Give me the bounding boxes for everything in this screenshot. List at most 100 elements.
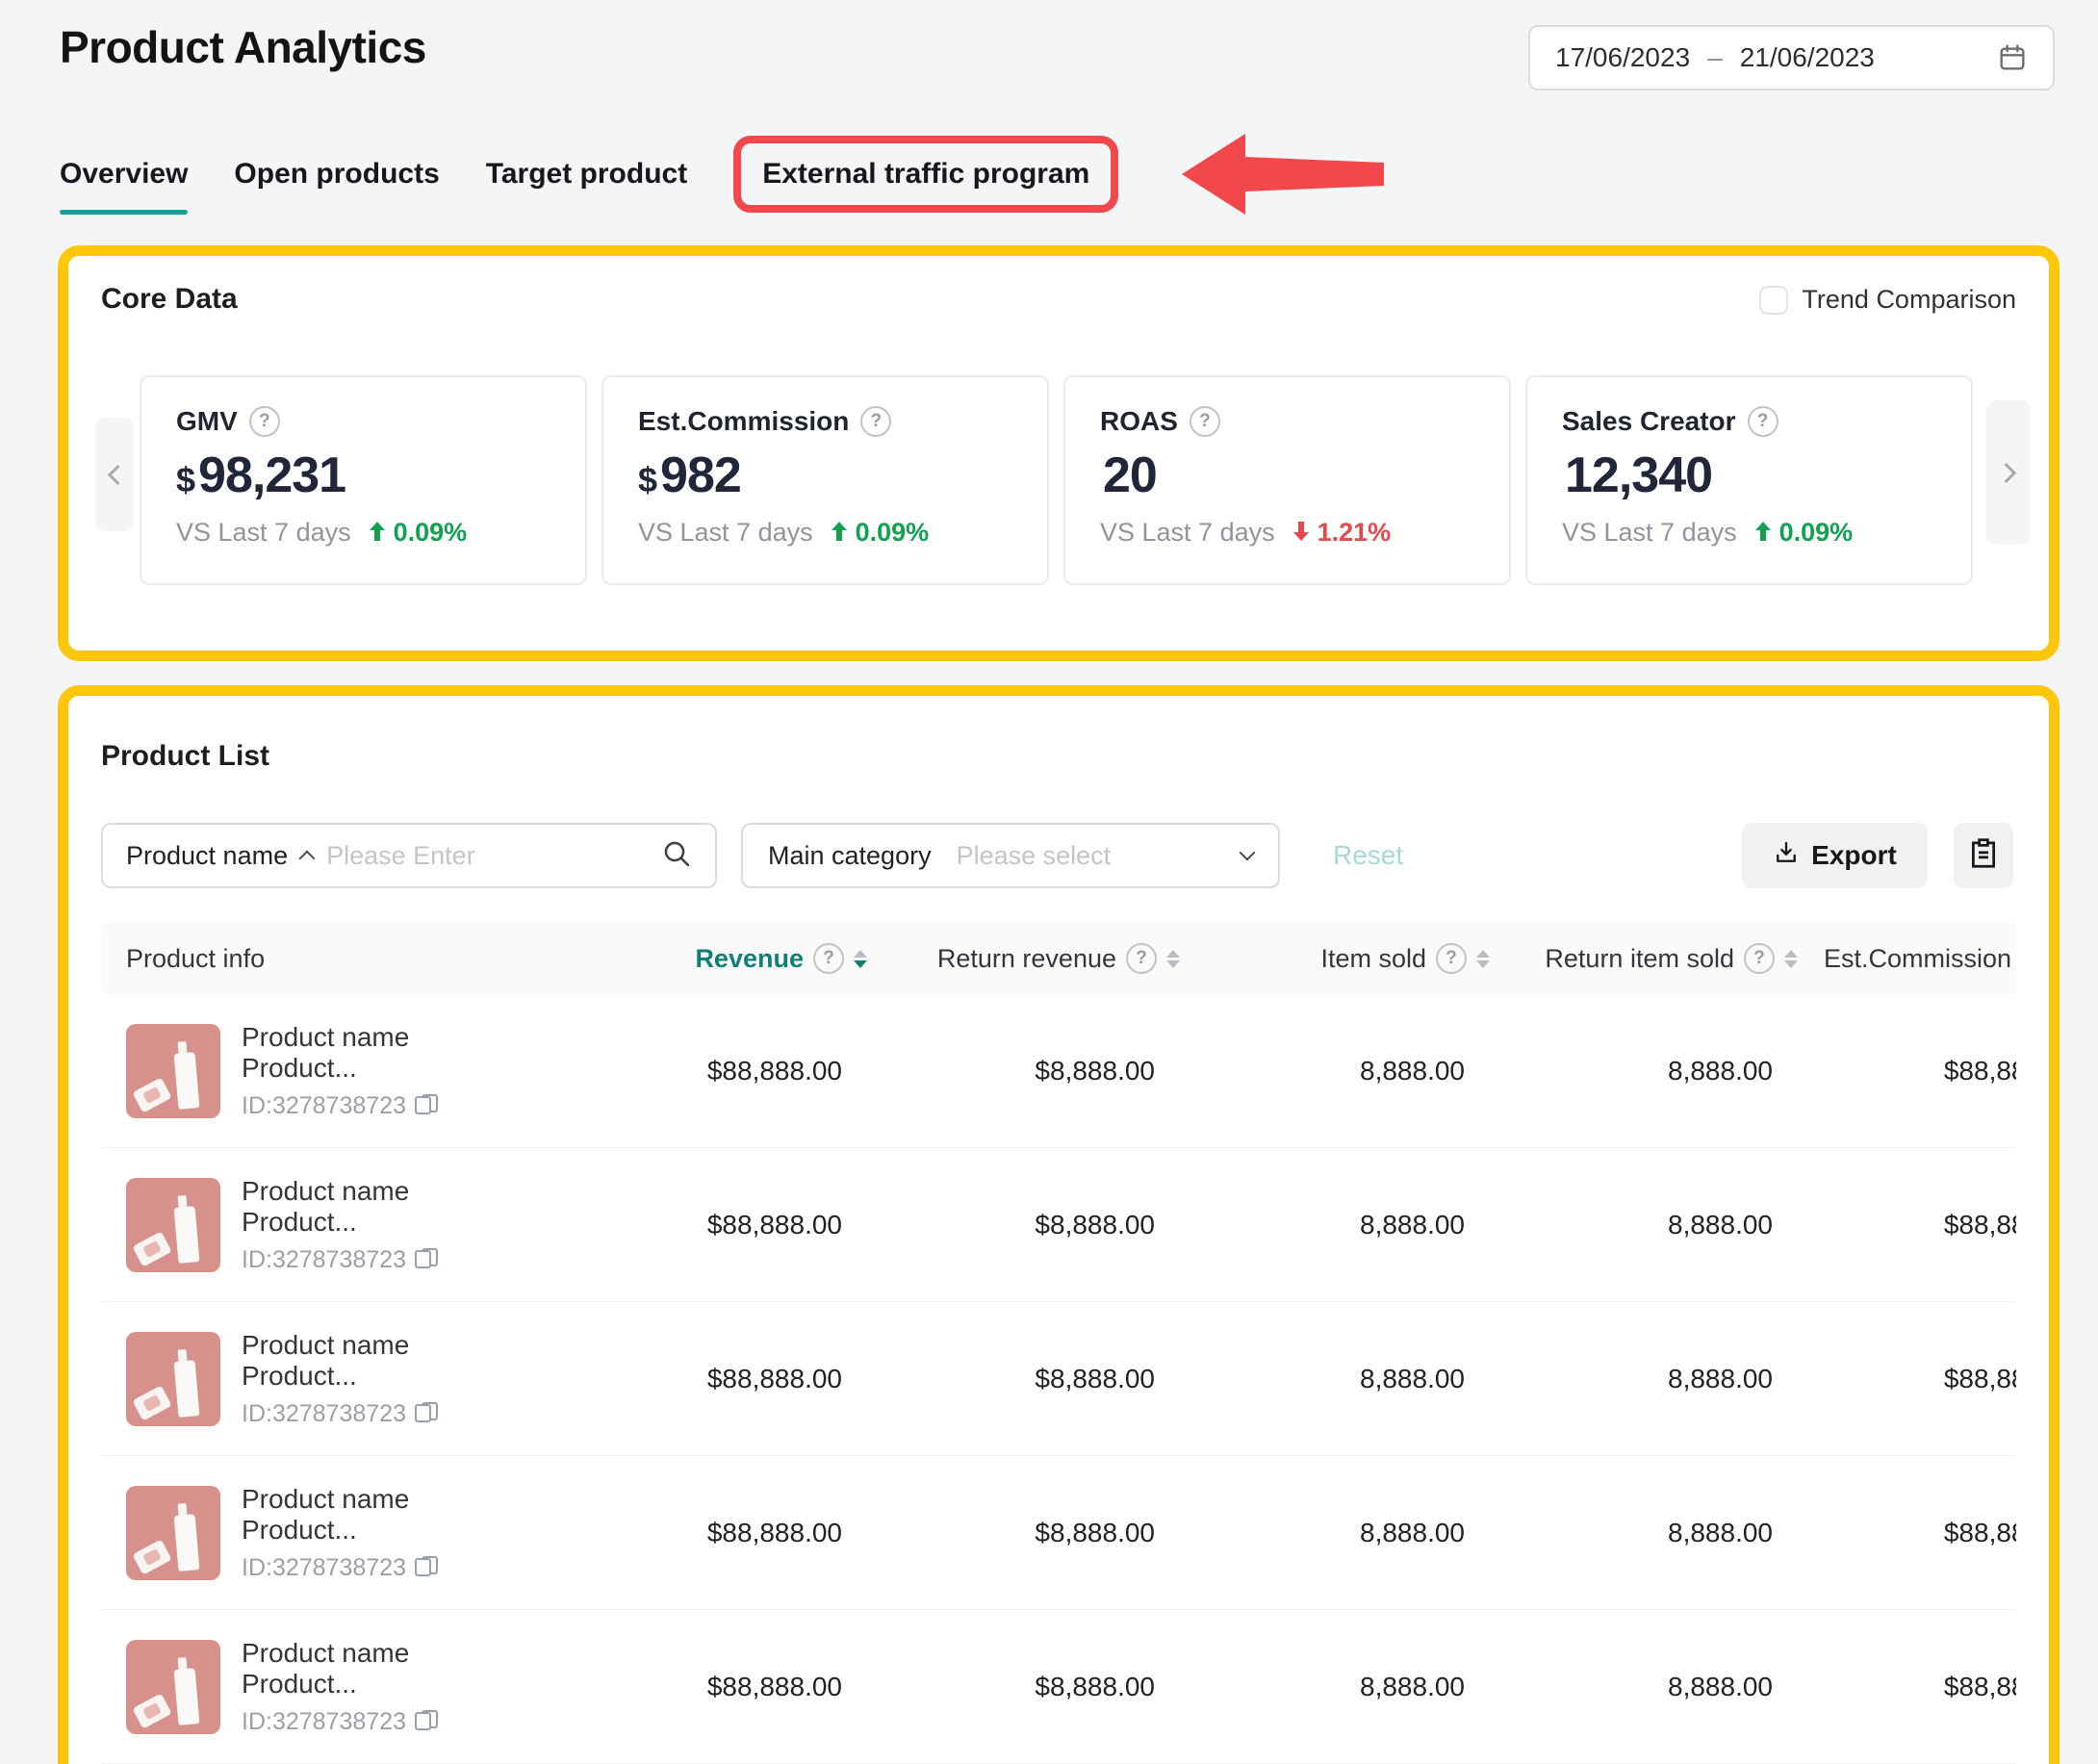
metric-value: 20: [1103, 447, 1158, 503]
product-id: ID:3278738723: [242, 1707, 406, 1735]
compare-label: VS Last 7 days: [1100, 518, 1275, 547]
copy-icon[interactable]: [414, 1556, 438, 1579]
help-icon[interactable]: [1744, 943, 1775, 974]
filter-bar: Product name Main category Please select…: [68, 823, 2049, 888]
sort-icon: [1166, 949, 1180, 968]
revenue-value: $88,888.00: [706, 1209, 842, 1240]
revenue-value: $88,888.00: [706, 1363, 842, 1393]
tab-bar: Overview Open products Target product Ex…: [60, 129, 1386, 219]
trend-comparison: Trend Comparison: [1759, 285, 2016, 315]
search-field-selector[interactable]: Product name: [126, 840, 289, 870]
change-percent: 0.09%: [393, 518, 468, 547]
chevron-right-icon: [1995, 462, 2016, 483]
product-list-heading: Product List: [101, 740, 270, 772]
tab-external-traffic-program[interactable]: External traffic program: [762, 158, 1090, 190]
table-row: Product name Product... ID:3278738723 $8…: [101, 994, 2016, 1148]
table-row: Product name Product... ID:3278738723 $8…: [101, 1610, 2016, 1764]
sort-icon: [1784, 949, 1798, 968]
carousel-next-button[interactable]: [1986, 400, 2031, 545]
revenue-value: $88,888.00: [706, 1671, 842, 1701]
compare-label: VS Last 7 days: [1562, 518, 1737, 547]
copy-icon[interactable]: [414, 1402, 438, 1425]
arrow-up-icon: [831, 518, 848, 548]
chevron-left-icon: [107, 464, 128, 485]
core-data-heading: Core Data: [101, 283, 238, 315]
return-revenue-value: $8,888.00: [1035, 1671, 1155, 1701]
table-row: Product name Product... ID:3278738723 $8…: [101, 1302, 2016, 1456]
date-range-picker[interactable]: 17/06/2023 – 21/06/2023: [1528, 25, 2055, 90]
change-percent: 0.09%: [855, 518, 930, 547]
column-header-return-revenue[interactable]: Return revenue: [867, 943, 1180, 974]
revenue-value: $88,888.00: [706, 1517, 842, 1547]
product-name: Product name Product...: [242, 1637, 410, 1699]
metric-card-gmv: GMV $ 98,231 VS Last 7 days 0.09%: [140, 375, 587, 585]
main-category-select[interactable]: Main category Please select: [741, 823, 1280, 888]
change-percent: 0.09%: [1778, 518, 1854, 547]
reset-button[interactable]: Reset: [1333, 840, 1404, 870]
column-header-return-item-sold[interactable]: Return item sold: [1490, 943, 1798, 974]
metric-label: ROAS: [1100, 406, 1178, 436]
category-label: Main category: [768, 840, 932, 870]
help-icon[interactable]: [813, 943, 844, 974]
help-icon[interactable]: [1436, 943, 1467, 974]
est-commission-value: $88,888.00: [1943, 1517, 2016, 1547]
product-name: Product name Product...: [242, 1175, 410, 1237]
return-item-sold-value: 8,888.00: [1668, 1363, 1773, 1393]
product-image: [126, 1639, 220, 1734]
item-sold-value: 8,888.00: [1360, 1517, 1465, 1547]
table-row: Product name Product... ID:3278738723 $8…: [101, 1148, 2016, 1302]
sort-icon: [1476, 949, 1490, 968]
product-list-panel: Product List Product name Main category …: [58, 685, 2060, 1764]
chevron-up-icon: [298, 850, 316, 867]
metric-value: 982: [660, 447, 742, 503]
download-icon: [1773, 839, 1800, 873]
tab-overview[interactable]: Overview: [60, 153, 189, 215]
item-sold-value: 8,888.00: [1360, 1671, 1465, 1701]
highlight-box: External traffic program: [733, 136, 1119, 213]
table-header-row: Product info Revenue Return revenue Item…: [101, 923, 2016, 994]
compare-label: VS Last 7 days: [638, 518, 813, 547]
export-button[interactable]: Export: [1742, 823, 1928, 888]
copy-icon[interactable]: [414, 1710, 438, 1733]
metric-card-est-commission: Est.Commission $ 982 VS Last 7 days 0.09…: [601, 375, 1049, 585]
help-icon[interactable]: [1189, 406, 1220, 437]
return-revenue-value: $8,888.00: [1035, 1363, 1155, 1393]
core-data-panel: Core Data Trend Comparison GMV $ 98,231 …: [58, 245, 2060, 661]
carousel-prev-button[interactable]: [95, 418, 134, 531]
change-percent: 1.21%: [1317, 518, 1392, 547]
product-id: ID:3278738723: [242, 1553, 406, 1581]
column-header-revenue[interactable]: Revenue: [530, 943, 867, 974]
tab-open-products[interactable]: Open products: [234, 158, 440, 190]
product-image: [126, 1485, 220, 1580]
return-item-sold-value: 8,888.00: [1668, 1209, 1773, 1240]
column-header-item-sold[interactable]: Item sold: [1180, 943, 1490, 974]
product-image: [126, 1023, 220, 1118]
annotation-arrow-icon: [1180, 130, 1386, 218]
clipboard-icon: [1969, 837, 1998, 874]
search-icon[interactable]: [661, 838, 692, 874]
product-image: [126, 1177, 220, 1272]
return-item-sold-value: 8,888.00: [1668, 1671, 1773, 1701]
product-name: Product name Product...: [242, 1329, 410, 1391]
metric-label: Est.Commission: [638, 406, 850, 436]
help-icon[interactable]: [1126, 943, 1157, 974]
help-icon[interactable]: [1747, 406, 1778, 437]
table-row: Product name Product... ID:3278738723 $8…: [101, 1456, 2016, 1610]
tab-target-product[interactable]: Target product: [485, 158, 688, 190]
copy-icon[interactable]: [414, 1094, 438, 1117]
return-revenue-value: $8,888.00: [1035, 1055, 1155, 1086]
clipboard-button[interactable]: [1954, 823, 2013, 888]
chevron-down-icon: [1239, 844, 1256, 861]
product-search-box[interactable]: Product name: [101, 823, 717, 888]
est-commission-value: $88,888.00: [1943, 1055, 2016, 1086]
item-sold-value: 8,888.00: [1360, 1055, 1465, 1086]
copy-icon[interactable]: [414, 1248, 438, 1271]
help-icon[interactable]: [248, 406, 280, 437]
currency-symbol: $: [638, 460, 658, 499]
help-icon[interactable]: [860, 406, 892, 437]
column-header-est-commission[interactable]: Est.Commission: [1823, 943, 2011, 973]
trend-comparison-checkbox[interactable]: [1759, 285, 1789, 315]
product-name: Product name Product...: [242, 1483, 410, 1545]
search-input[interactable]: [326, 840, 648, 871]
